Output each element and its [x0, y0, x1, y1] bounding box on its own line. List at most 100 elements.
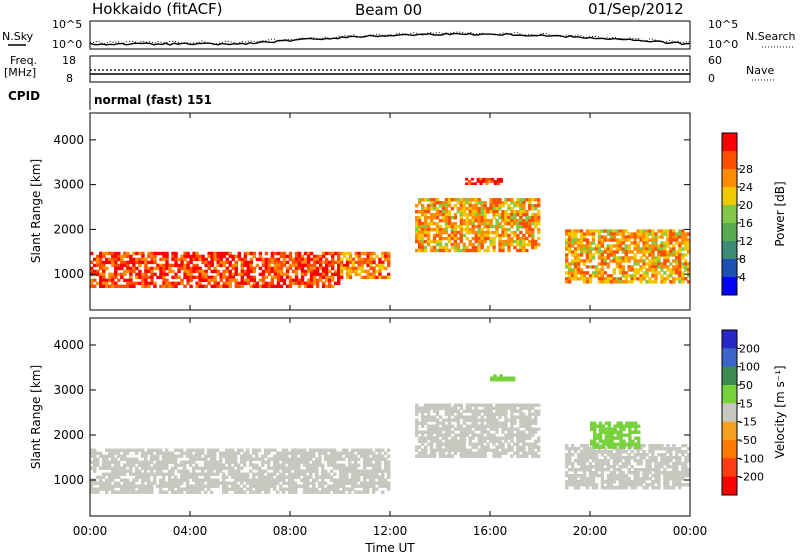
- heatmap-cell: [470, 177, 475, 181]
- heatmap-cell: [495, 227, 499, 232]
- heatmap-cell: [672, 259, 676, 263]
- heatmap-cell: [591, 474, 596, 478]
- heatmap-cell: [276, 481, 280, 485]
- heatmap-cell: [426, 224, 431, 229]
- heatmap-cell: [111, 472, 115, 476]
- heatmap-cell: [309, 466, 313, 470]
- heatmap-cell: [522, 439, 526, 443]
- heatmap-cell: [669, 456, 673, 460]
- heatmap-cell: [675, 265, 679, 269]
- heatmap-cell: [282, 254, 287, 259]
- heatmap-cell: [285, 466, 289, 470]
- heatmap-cell: [294, 266, 299, 271]
- heatmap-cell: [435, 424, 440, 428]
- heatmap-cell: [384, 251, 388, 256]
- heatmap-cell: [336, 484, 340, 488]
- heatmap-cell: [180, 257, 184, 262]
- heatmap-cell: [637, 445, 641, 449]
- heatmap-cell: [651, 253, 655, 257]
- heatmap-cell: [462, 207, 466, 211]
- heatmap-cell: [663, 462, 667, 466]
- heatmap-cell: [570, 480, 575, 484]
- heatmap-cell: [516, 248, 520, 253]
- heatmap-cell: [132, 251, 136, 256]
- heatmap-cell: [579, 450, 584, 454]
- heatmap-cell: [645, 459, 649, 463]
- heatmap-cell: [441, 207, 446, 211]
- heatmap-cell: [618, 480, 622, 484]
- heatmap-cell: [249, 278, 254, 283]
- heatmap-cell: [618, 256, 622, 260]
- heatmap-cell: [585, 447, 590, 451]
- heatmap-cell: [234, 481, 238, 485]
- heatmap-cell: [270, 281, 275, 286]
- heatmap-cell: [108, 272, 112, 277]
- heatmap-cell: [369, 251, 373, 256]
- heatmap-cell: [210, 460, 214, 464]
- heatmap-cell: [630, 483, 634, 487]
- heatmap-cell: [624, 450, 628, 454]
- heatmap-cell: [177, 263, 181, 268]
- heatmap-cell: [417, 409, 422, 413]
- heatmap-cell: [222, 454, 226, 458]
- heatmap-cell: [627, 247, 631, 251]
- heatmap-cell: [177, 484, 181, 488]
- heatmap-cell: [588, 256, 593, 260]
- heatmap-cell: [610, 439, 614, 443]
- heatmap-cell: [171, 460, 175, 464]
- heatmap-cell: [198, 454, 202, 458]
- heatmap-cell: [459, 212, 464, 217]
- heatmap-cell: [423, 218, 428, 223]
- heatmap-cell: [255, 448, 259, 452]
- heatmap-cell: [453, 415, 458, 419]
- heatmap-cell: [117, 490, 121, 494]
- heatmap-cell: [294, 454, 298, 458]
- heatmap-cell: [590, 424, 594, 428]
- heatmap-cell: [186, 490, 190, 494]
- heatmap-cell: [678, 447, 682, 451]
- heatmap-cell: [156, 472, 160, 476]
- heatmap-cell: [477, 218, 481, 223]
- heatmap-cell: [147, 281, 151, 286]
- heatmap-cell: [99, 260, 103, 265]
- heatmap-cell: [582, 444, 587, 448]
- heatmap-cell: [516, 233, 520, 238]
- heatmap-cell: [495, 445, 499, 449]
- heatmap-cell: [645, 244, 649, 248]
- heatmap-cell: [621, 229, 625, 233]
- heatmap-cell: [204, 457, 208, 461]
- heatmap-cell: [615, 456, 619, 460]
- heatmap-cell: [207, 487, 211, 491]
- heatmap-cell: [582, 456, 587, 460]
- heatmap-cell: [375, 448, 379, 452]
- heatmap-cell: [447, 233, 452, 238]
- heatmap-cell: [162, 484, 166, 488]
- heatmap-cell: [207, 460, 211, 464]
- heatmap-cell: [516, 448, 520, 452]
- heatmap-cell: [654, 244, 658, 248]
- heatmap-cell: [453, 233, 458, 238]
- heatmap-cell: [471, 207, 475, 211]
- heatmap-cell: [237, 466, 241, 470]
- heatmap-cell: [159, 490, 163, 494]
- heatmap-cell: [231, 454, 235, 458]
- heatmap-cell: [105, 260, 109, 265]
- heatmap-cell: [669, 250, 673, 254]
- heatmap-cell: [183, 269, 187, 274]
- colorbar-segment: [722, 403, 737, 423]
- heatmap-cell: [495, 451, 499, 455]
- heatmap-cell: [675, 471, 679, 475]
- heatmap-cell: [600, 268, 605, 272]
- heatmap-cell: [681, 229, 685, 233]
- heatmap-cell: [645, 271, 649, 275]
- heatmap-cell: [627, 459, 631, 463]
- heatmap-cell: [99, 484, 103, 488]
- heatmap-cell: [312, 272, 317, 277]
- heatmap-cell: [147, 481, 151, 485]
- heatmap-cell: [147, 463, 151, 467]
- heatmap-cell: [423, 198, 428, 202]
- heatmap-cell: [423, 233, 428, 238]
- heatmap-cell: [387, 487, 391, 491]
- heatmap-cell: [264, 448, 268, 452]
- heatmap-cell: [597, 468, 602, 472]
